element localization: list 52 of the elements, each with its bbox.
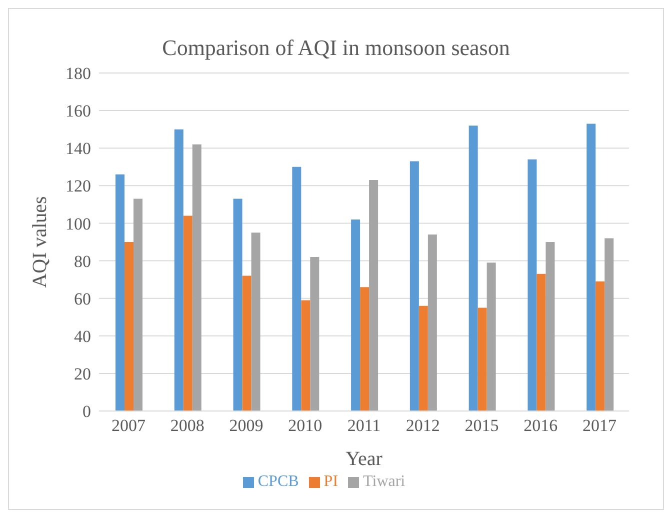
x-tick-label: 2007 [111, 416, 146, 436]
bar [192, 144, 202, 411]
bar [536, 274, 546, 411]
bar [360, 287, 370, 411]
x-tick-label: 2011 [347, 416, 381, 436]
bar [351, 219, 360, 411]
x-tick-label: 2016 [524, 416, 558, 436]
y-tick-label: 100 [66, 214, 91, 234]
bar [174, 129, 184, 411]
x-tick-label: 2012 [406, 416, 440, 436]
y-tick-label: 40 [74, 326, 91, 346]
y-axis-title: AQI values [29, 196, 52, 288]
y-tick-label: 80 [74, 252, 91, 271]
bar [410, 161, 419, 411]
x-tick-label: 2015 [464, 416, 499, 436]
bar [292, 166, 302, 411]
y-tick-label: 60 [74, 289, 91, 308]
x-axis-title: Year [346, 448, 383, 470]
bar [596, 281, 605, 411]
bar [468, 126, 478, 411]
x-tick-label: 2009 [229, 416, 264, 436]
bar [546, 242, 555, 411]
legend-label: Tiwari [363, 473, 406, 490]
bar [478, 308, 487, 411]
legend-label: PI [324, 473, 338, 490]
bar [242, 276, 252, 411]
legend-label: CPCB [258, 473, 299, 490]
bar [251, 232, 260, 411]
bar [369, 180, 378, 411]
bar [115, 174, 124, 411]
bar [124, 242, 134, 411]
y-tick-label: 180 [66, 64, 91, 84]
y-tick-label: 140 [66, 139, 91, 158]
bar [310, 257, 320, 411]
bar [486, 262, 496, 411]
y-tick-label: 20 [74, 364, 91, 384]
bar [183, 216, 192, 411]
bar [428, 234, 437, 411]
x-tick-label: 2010 [288, 416, 322, 436]
bar [301, 300, 310, 411]
x-tick-label: 2008 [170, 416, 204, 436]
x-tick-label: 2017 [582, 416, 618, 436]
y-tick-label: 0 [82, 402, 91, 422]
bar [133, 198, 142, 411]
bar [233, 198, 242, 411]
y-tick-label: 120 [66, 176, 91, 196]
y-tick-label: 160 [66, 102, 91, 121]
chart-title: Comparison of AQI in monsoon season [161, 35, 511, 61]
bar [418, 306, 428, 411]
bar [604, 238, 614, 411]
bar [528, 159, 537, 411]
bar [586, 124, 596, 411]
